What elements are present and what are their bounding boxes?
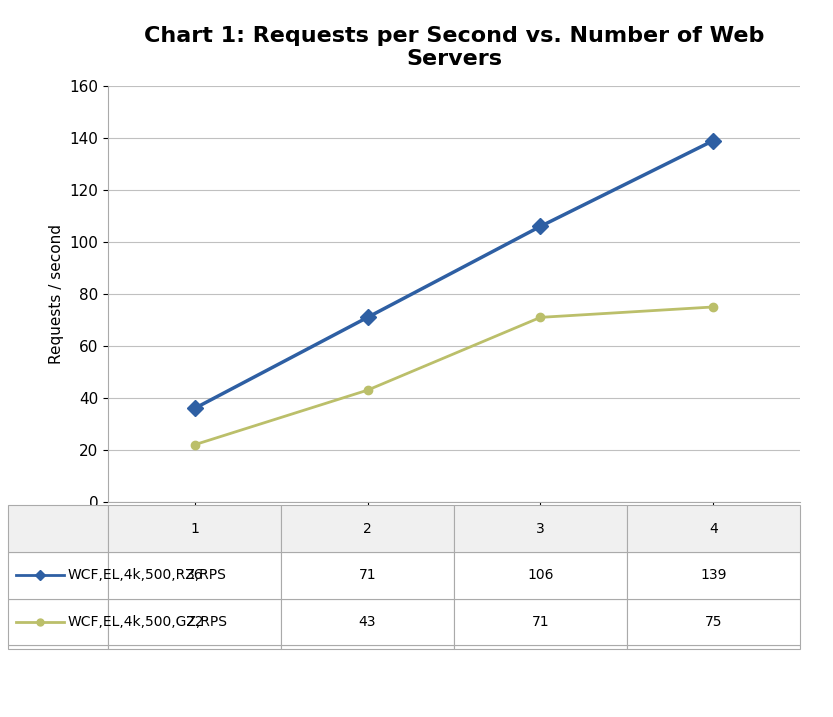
Text: 36: 36 (186, 569, 203, 582)
Bar (626, 552, 800, 599)
Text: WCF,EL,4k,500,RZ,RPS: WCF,EL,4k,500,RZ,RPS (67, 569, 227, 582)
Bar (108, 552, 281, 599)
WCF,EL,4k,500,GZ,RPS (190, 440, 200, 449)
Text: 71: 71 (359, 569, 377, 582)
Bar (281, 505, 454, 552)
Bar (8, 599, 108, 645)
Text: 75: 75 (705, 615, 722, 629)
Text: WCF,EL,4k,500,GZ,RPS: WCF,EL,4k,500,GZ,RPS (67, 615, 227, 629)
Bar (626, 505, 800, 552)
Bar (281, 552, 454, 599)
WCF,EL,4k,500,RZ,RPS (190, 404, 200, 413)
Text: 22: 22 (186, 615, 203, 629)
Bar (626, 599, 800, 645)
Bar (454, 552, 626, 599)
Bar (108, 505, 281, 552)
Line: WCF,EL,4k,500,GZ,RPS: WCF,EL,4k,500,GZ,RPS (191, 303, 717, 449)
Bar (454, 645, 626, 649)
Bar (626, 645, 800, 649)
Text: 3: 3 (536, 522, 545, 536)
Bar (108, 645, 281, 649)
WCF,EL,4k,500,RZ,RPS (536, 222, 546, 231)
Text: 2: 2 (363, 522, 372, 536)
Text: 106: 106 (527, 569, 554, 582)
Text: 43: 43 (359, 615, 377, 629)
Text: 1: 1 (190, 522, 199, 536)
Bar (8, 505, 108, 552)
Y-axis label: Requests / second: Requests / second (49, 224, 64, 364)
Bar (8, 645, 108, 649)
Bar (454, 505, 626, 552)
Bar (281, 645, 454, 649)
WCF,EL,4k,500,GZ,RPS (708, 303, 718, 311)
Title: Chart 1: Requests per Second vs. Number of Web
Servers: Chart 1: Requests per Second vs. Number … (144, 26, 764, 70)
Line: WCF,EL,4k,500,RZ,RPS: WCF,EL,4k,500,RZ,RPS (189, 135, 719, 414)
Text: 4: 4 (709, 522, 718, 536)
WCF,EL,4k,500,RZ,RPS (708, 136, 718, 145)
Bar (8, 552, 108, 599)
Text: 139: 139 (700, 569, 726, 582)
Text: 71: 71 (531, 615, 549, 629)
WCF,EL,4k,500,RZ,RPS (362, 313, 372, 322)
WCF,EL,4k,500,GZ,RPS (362, 386, 372, 394)
Bar (281, 599, 454, 645)
Bar (454, 599, 626, 645)
Bar (108, 599, 281, 645)
WCF,EL,4k,500,GZ,RPS (536, 313, 546, 322)
